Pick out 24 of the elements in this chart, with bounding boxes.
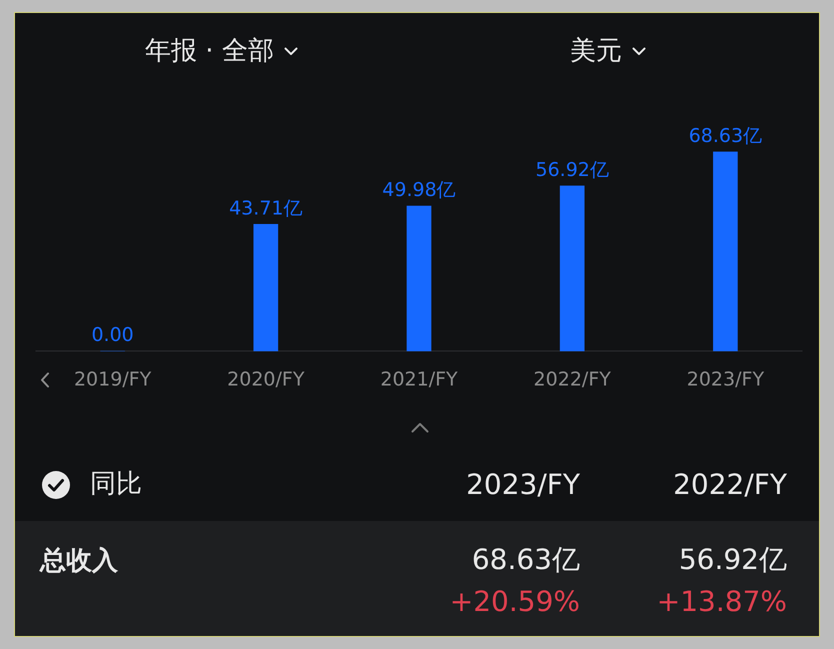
data-label: 68.63亿 bbox=[688, 124, 762, 147]
text: 2023/FY bbox=[466, 468, 580, 502]
text: 56.92亿 bbox=[678, 542, 787, 576]
x-tick-label: 2023/FY bbox=[686, 368, 764, 391]
bar bbox=[713, 152, 738, 352]
x-tick-label: 2019/FY bbox=[74, 368, 152, 391]
data-label: 0.00 bbox=[91, 324, 134, 346]
x-tick-label: 2021/FY bbox=[380, 368, 458, 391]
text: 年报 · 全部 bbox=[145, 36, 274, 67]
text: 美元 bbox=[570, 36, 622, 67]
data-label: 49.98亿 bbox=[382, 179, 456, 202]
bar bbox=[253, 224, 278, 352]
data-label: 56.92亿 bbox=[535, 158, 609, 181]
data-label: 43.71亿 bbox=[229, 197, 303, 220]
text: 总收入 bbox=[40, 546, 118, 577]
text: +13.87% bbox=[656, 584, 787, 618]
bar bbox=[560, 186, 585, 352]
text: 68.63亿 bbox=[472, 542, 580, 576]
text: 同比 bbox=[90, 469, 142, 500]
text: 2022/FY bbox=[673, 468, 787, 502]
text: +20.59% bbox=[450, 584, 580, 618]
x-tick-label: 2020/FY bbox=[227, 368, 305, 391]
bar bbox=[406, 206, 432, 352]
x-tick-label: 2022/FY bbox=[534, 368, 612, 391]
